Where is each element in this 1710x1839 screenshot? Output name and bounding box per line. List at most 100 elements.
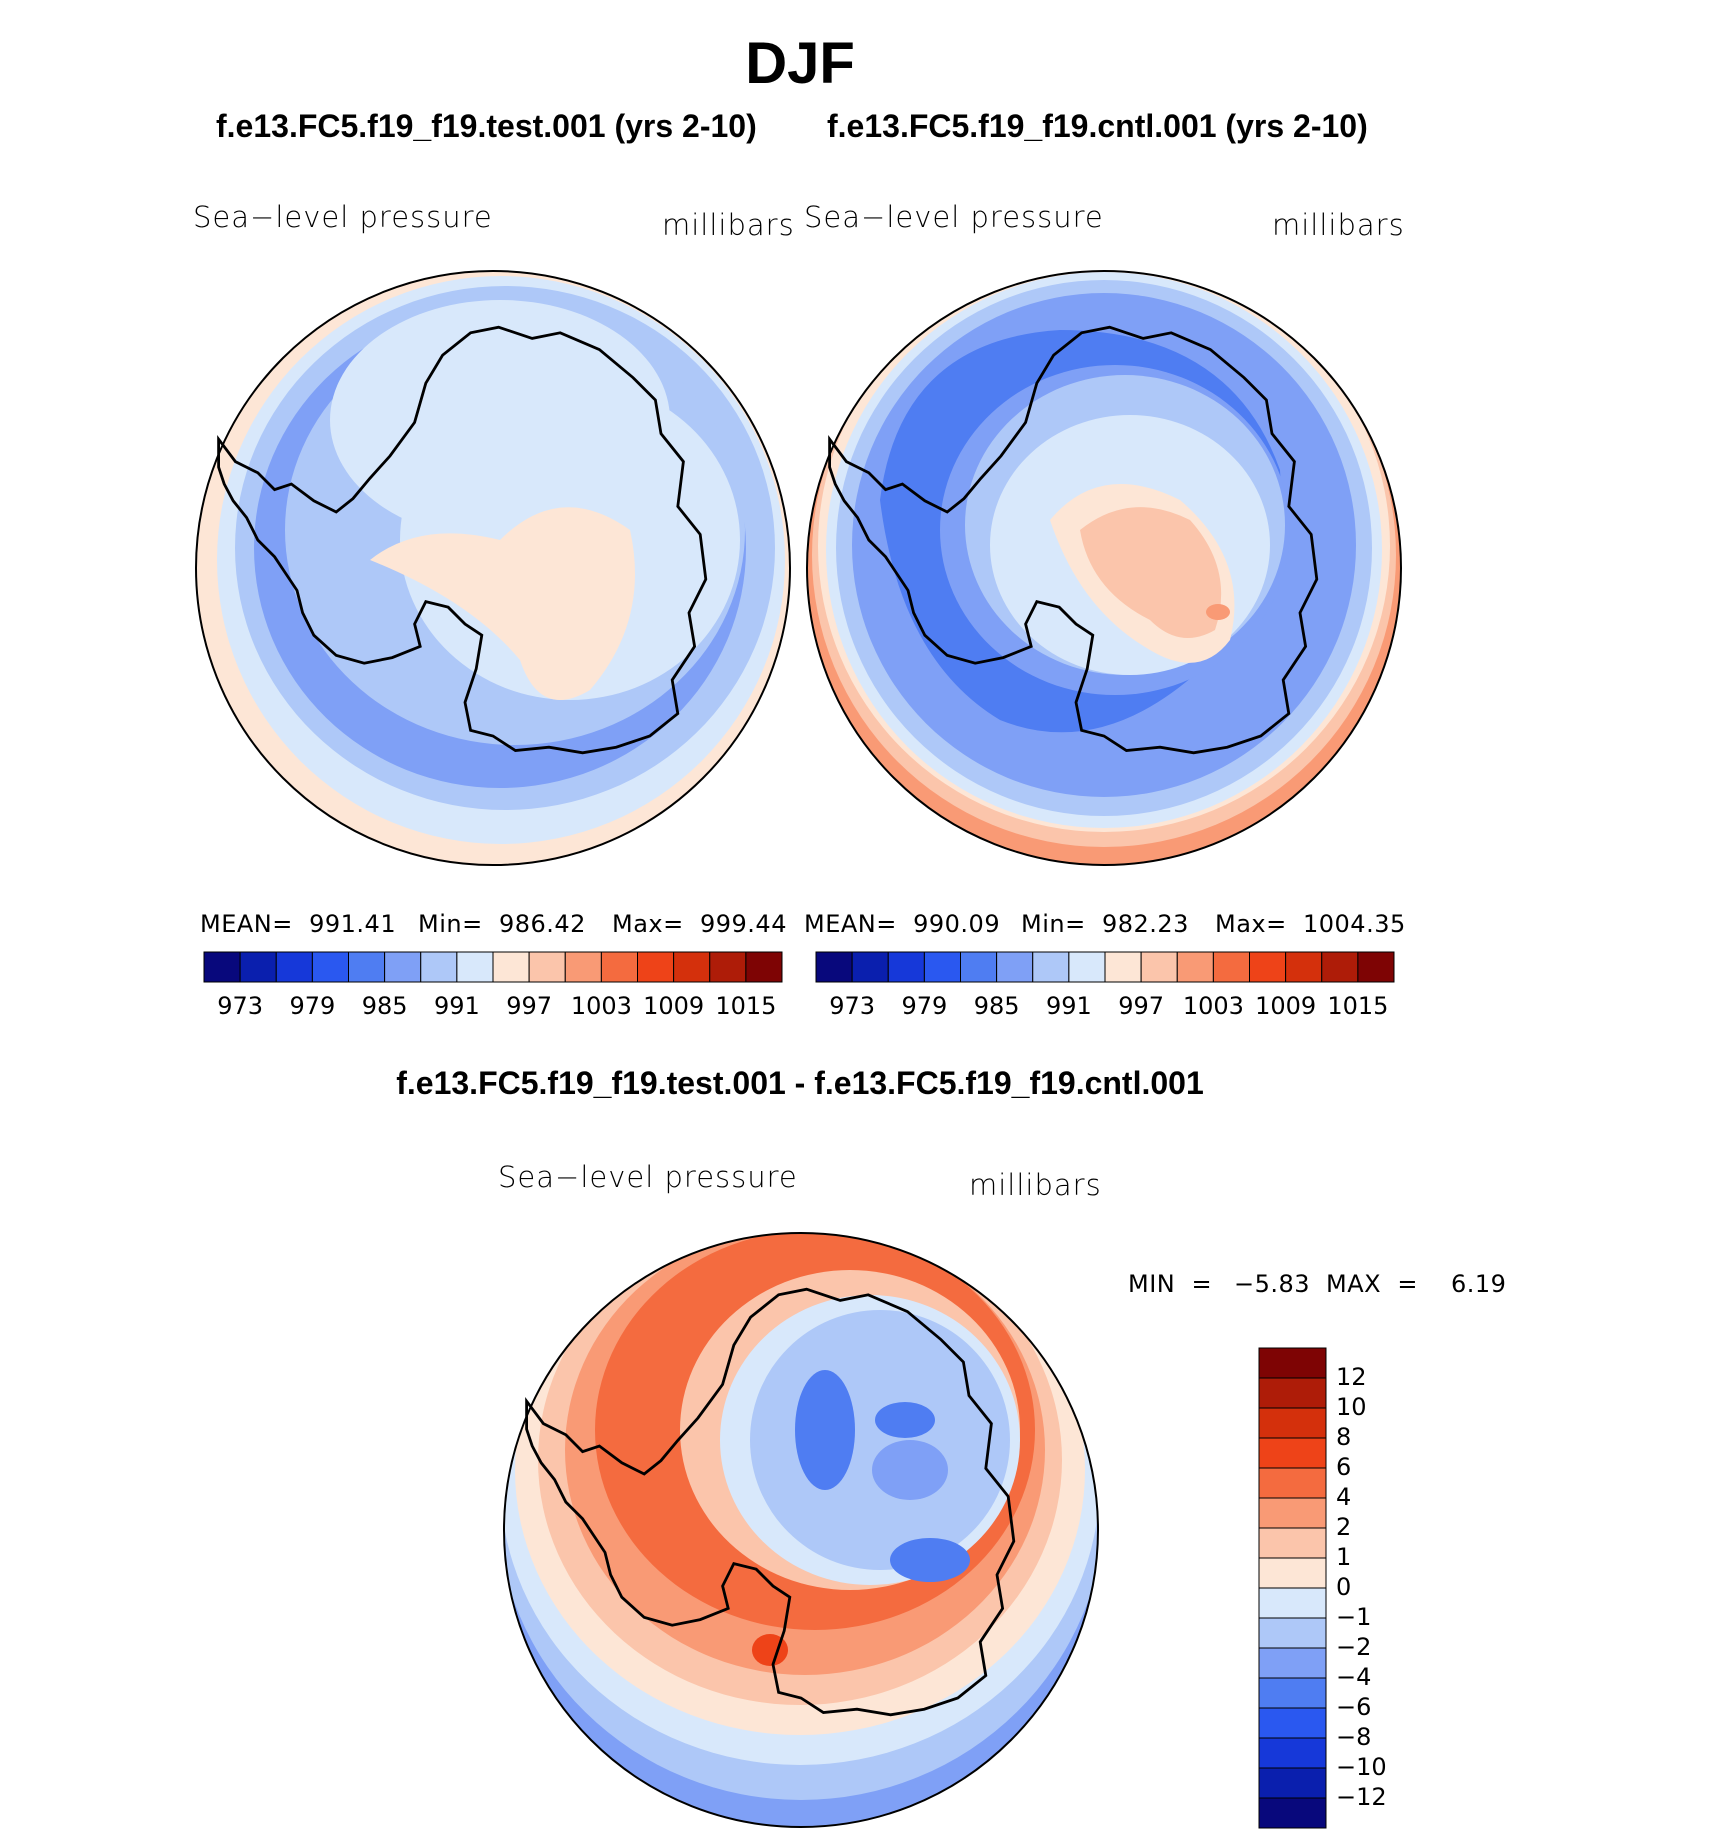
colorbar-box	[1258, 1707, 1327, 1739]
colorbar-box	[275, 951, 313, 983]
colorbar-tick-label: 12	[1336, 1363, 1367, 1391]
colorbar-box	[1140, 951, 1178, 983]
colorbar-tick-label: 979	[901, 992, 948, 1020]
figure-title: DJF	[745, 31, 855, 96]
colorbar-box	[348, 951, 386, 983]
test-map-border	[195, 270, 791, 866]
control-run-title: f.e13.FC5.f19_f19.cntl.001 (yrs 2-10)	[827, 108, 1368, 144]
colorbar-box	[1258, 1617, 1327, 1649]
colorbar-tick-label: 1009	[1255, 992, 1317, 1020]
colorbar-box	[1258, 1377, 1327, 1409]
colorbar-box	[1104, 951, 1142, 983]
colorbar-box	[492, 951, 530, 983]
colorbar-box	[923, 951, 961, 983]
colorbar-tick-label: 1	[1336, 1543, 1352, 1571]
control-map-border	[806, 270, 1402, 866]
colorbar-tick-label: −2	[1336, 1633, 1372, 1661]
colorbar-box	[1258, 1677, 1327, 1709]
test-map	[196, 271, 790, 865]
colorbar-tick-label: 1003	[570, 992, 632, 1020]
colorbar-tick-label: 997	[506, 992, 553, 1020]
colorbar-tick-label: 973	[217, 992, 264, 1020]
colorbar-tick-label: 973	[829, 992, 876, 1020]
colorbar-box	[1258, 1407, 1327, 1439]
colorbar-box	[1258, 1647, 1327, 1679]
colorbar-tick-label: 6	[1336, 1453, 1352, 1481]
colorbar-box	[456, 951, 494, 983]
test-max: Max= 999.44	[612, 910, 787, 938]
test-variable-label: Sea−level pressure	[193, 200, 493, 234]
colorbar-tick-label: −6	[1336, 1693, 1372, 1721]
colorbar-box	[528, 951, 566, 983]
colorbar-tick-label: 2	[1336, 1513, 1352, 1541]
colorbar-box	[996, 951, 1034, 983]
colorbar-box	[1068, 951, 1106, 983]
colorbar-tick-label: −12	[1336, 1783, 1387, 1811]
colorbar-box	[887, 951, 925, 983]
colorbar-tick-label: 1015	[715, 992, 777, 1020]
difference-units-label: millibars	[969, 1168, 1102, 1202]
colorbar-box	[1258, 1527, 1327, 1559]
colorbar-box	[815, 951, 853, 983]
difference-variable-label: Sea−level pressure	[498, 1160, 798, 1194]
difference-map	[504, 1233, 1098, 1827]
colorbar-box	[1249, 951, 1287, 983]
colorbar-tick-label: 991	[1045, 992, 1092, 1020]
colorbar-box	[600, 951, 638, 983]
colorbar-tick-label: 985	[361, 992, 408, 1020]
control-variable-label: Sea−level pressure	[804, 200, 1104, 234]
colorbar-box	[1032, 951, 1070, 983]
colorbar-tick-label: −4	[1336, 1663, 1372, 1691]
colorbar-box	[1258, 1737, 1327, 1769]
colorbar-box	[384, 951, 422, 983]
colorbar-box	[673, 951, 711, 983]
colorbar-box	[1176, 951, 1214, 983]
colorbar-box	[1258, 1347, 1327, 1379]
colorbar-box	[745, 951, 783, 983]
colorbar-tick-label: 1003	[1182, 992, 1244, 1020]
control-map	[807, 271, 1401, 865]
colorbar-box	[851, 951, 889, 983]
colorbar-tick-label: 985	[973, 992, 1020, 1020]
test-units-label: millibars	[662, 208, 795, 242]
colorbar-tick-label: −10	[1336, 1753, 1387, 1781]
colorbar-tick-label: 8	[1336, 1423, 1352, 1451]
colorbar-tick-label: 10	[1336, 1393, 1367, 1421]
colorbar-tick-label: 0	[1336, 1573, 1352, 1601]
colorbar-box	[637, 951, 675, 983]
difference-min-value: −5.83	[1234, 1270, 1311, 1298]
colorbar-box	[564, 951, 602, 983]
control-min: Min= 982.23	[1021, 910, 1189, 938]
difference-title: f.e13.FC5.f19_f19.test.001 - f.e13.FC5.f…	[396, 1065, 1204, 1101]
colorbar-box	[1258, 1467, 1327, 1499]
colorbar-box	[1258, 1437, 1327, 1469]
colorbar-box	[420, 951, 458, 983]
colorbar-box	[1258, 1797, 1327, 1829]
colorbar-box	[1258, 1587, 1327, 1619]
test-min: Min= 986.42	[418, 910, 586, 938]
colorbar-box	[1321, 951, 1359, 983]
colorbar-tick-label: −8	[1336, 1723, 1372, 1751]
colorbar-box	[1357, 951, 1395, 983]
colorbar-box	[203, 951, 241, 983]
colorbar-tick-label: 4	[1336, 1483, 1352, 1511]
colorbar-box	[311, 951, 349, 983]
colorbar-box	[239, 951, 277, 983]
colorbar-box	[1285, 951, 1323, 983]
colorbar-box	[1258, 1497, 1327, 1529]
difference-map-border	[503, 1232, 1099, 1828]
difference-max-value: 6.19	[1451, 1270, 1507, 1298]
test-colorbar	[203, 951, 783, 983]
control-max: Max= 1004.35	[1215, 910, 1406, 938]
colorbar-tick-label: 991	[433, 992, 480, 1020]
difference-colorbar	[1258, 1347, 1327, 1829]
difference-max-label: MAX =	[1326, 1270, 1418, 1298]
colorbar-tick-label: 979	[289, 992, 336, 1020]
colorbar-tick-label: 1009	[643, 992, 705, 1020]
colorbar-box	[1212, 951, 1250, 983]
colorbar-box	[709, 951, 747, 983]
colorbar-box	[1258, 1767, 1327, 1799]
difference-min-label: MIN =	[1128, 1270, 1213, 1298]
colorbar-tick-label: 1015	[1327, 992, 1389, 1020]
